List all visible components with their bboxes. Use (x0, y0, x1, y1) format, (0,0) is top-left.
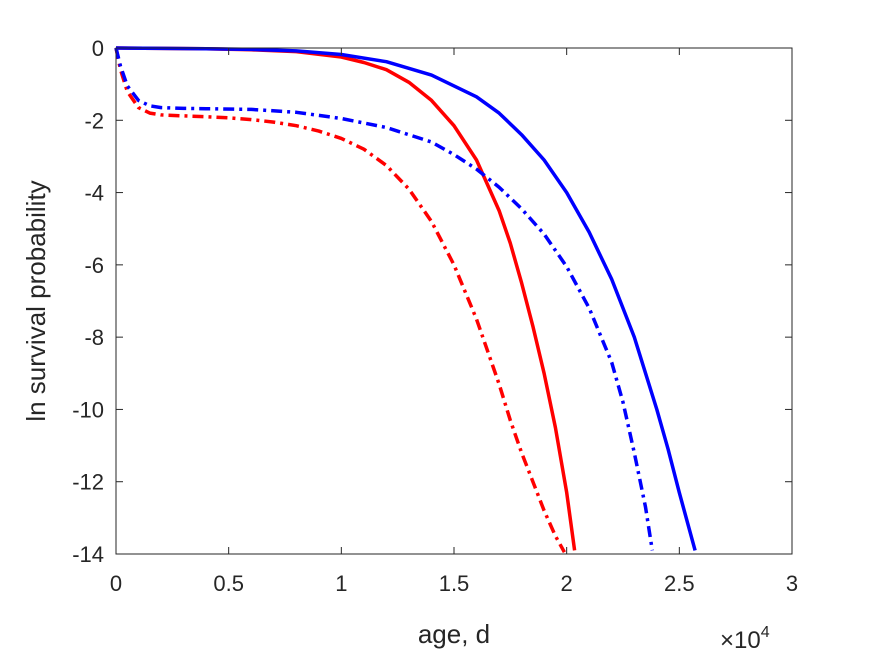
series-layer (114, 46, 697, 554)
y-tick-label: -6 (84, 253, 104, 278)
x-tick-label: 2.5 (664, 571, 695, 596)
y-tick-label: -4 (84, 181, 104, 206)
series-line-3 (114, 47, 566, 554)
x-tick-label: 0 (110, 571, 122, 596)
x-tick-label: 3 (786, 571, 798, 596)
x-ticks: 0 0.5 1 1.5 2 2.5 3 (110, 48, 798, 596)
y-tick-label: -2 (84, 108, 104, 133)
y-axis-label: ln survival probability (21, 180, 51, 421)
x-tick-label: 0.5 (213, 571, 244, 596)
series-line-2 (115, 46, 697, 551)
y-tick-label: -14 (72, 542, 104, 567)
y-tick-label: -10 (72, 397, 104, 422)
x-tick-label: 1 (335, 571, 347, 596)
x-multiplier: ×104 (720, 624, 770, 654)
y-ticks: 0 -2 -4 -6 -8 -10 -12 -14 (72, 36, 792, 567)
x-multiplier-base: ×10 (720, 627, 761, 654)
series-line-4 (114, 47, 655, 551)
x-multiplier-exponent: 4 (761, 624, 770, 641)
y-tick-label: -8 (84, 325, 104, 350)
plot-area (116, 48, 792, 554)
x-tick-label: 1.5 (439, 571, 470, 596)
x-axis-label: age, d (418, 619, 490, 649)
x-tick-label: 2 (561, 571, 573, 596)
y-tick-label: 0 (92, 36, 104, 61)
y-tick-label: -12 (72, 470, 104, 495)
